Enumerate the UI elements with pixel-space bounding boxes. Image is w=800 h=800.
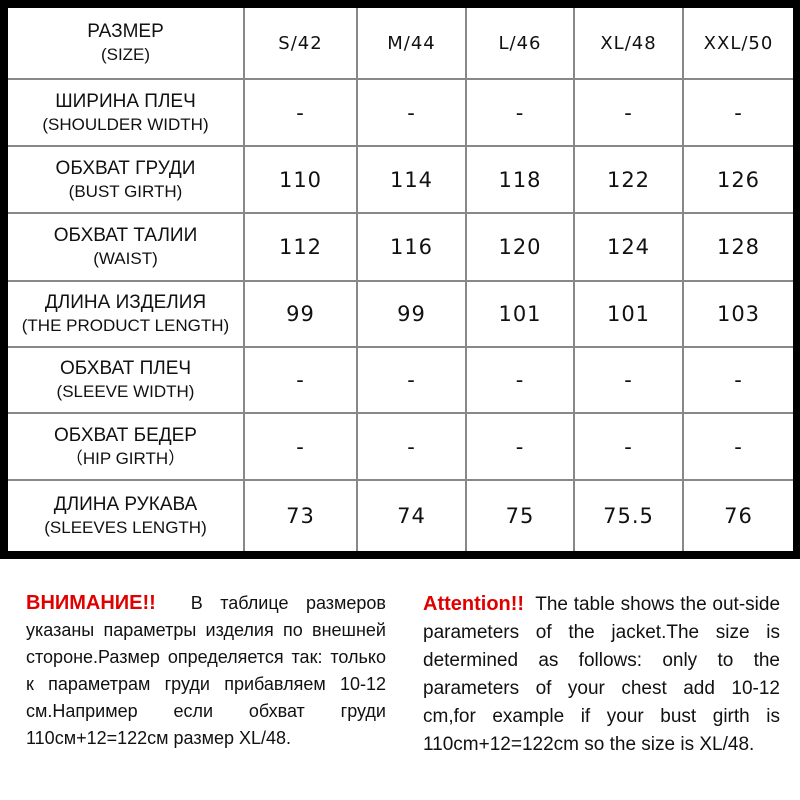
cell-value: 74: [356, 479, 467, 551]
attention-label-ru: ВНИМАНИЕ!!: [26, 592, 156, 614]
row-label: ОБХВАТ ПЛЕЧ (SLEEVE WIDTH): [8, 346, 245, 414]
cell-value: XXL/50: [682, 8, 793, 80]
cell-value: -: [465, 412, 575, 481]
table-row: ШИРИНА ПЛЕЧ (SHOULDER WIDTH) - - - - -: [8, 78, 793, 147]
cell-value: 118: [465, 145, 575, 214]
table-row: ДЛИНА ИЗДЕЛИЯ (THE PRODUCT LENGTH) 99 99 101…: [8, 280, 793, 348]
cell-value: -: [356, 346, 467, 414]
label-en: (SLEEVES LENGTH): [44, 518, 207, 537]
label-en: (BUST GIRTH): [68, 181, 183, 201]
header-row: РАЗМЕР (SIZE) S/42 M/44 L/46 XL/48 XXL/50: [8, 8, 793, 80]
cell-value: 120: [465, 212, 575, 282]
cell-value: 73: [243, 479, 358, 551]
row-label: РАЗМЕР (SIZE): [8, 8, 245, 80]
label-ru: ОБХВАТ ТАЛИИ: [53, 225, 198, 246]
size-chart-frame: РАЗМЕР (SIZE) S/42 M/44 L/46 XL/48 XXL/50 ШИРИН…: [0, 0, 800, 559]
cell-value: -: [682, 346, 793, 414]
cell-value: 126: [682, 145, 793, 214]
cell-value: 76: [682, 479, 793, 551]
cell-value: 128: [682, 212, 793, 282]
cell-value: -: [682, 412, 793, 481]
cell-value: -: [243, 346, 358, 414]
cell-value: 110: [243, 145, 358, 214]
cell-value: -: [243, 412, 358, 481]
note-english: Attention!! The table shows the out-side…: [423, 590, 780, 759]
cell-value: -: [465, 78, 575, 147]
label-ru: ДЛИНА РУКАВА: [53, 494, 198, 515]
cell-value: 101: [573, 280, 684, 348]
cell-value: 101: [465, 280, 575, 348]
table-row: ОБХВАТ ГРУДИ (BUST GIRTH) 110 114 118 122 126: [8, 145, 793, 214]
cell-value: 116: [356, 212, 467, 282]
table-row: ОБХВАТ ПЛЕЧ (SLEEVE WIDTH) - - - - -: [8, 346, 793, 414]
cell-value: M/44: [356, 8, 467, 80]
size-table: РАЗМЕР (SIZE) S/42 M/44 L/46 XL/48 XXL/50 ШИРИН…: [8, 8, 793, 551]
label-ru: ШИРИНА ПЛЕЧ: [55, 90, 196, 112]
row-label: ДЛИНА РУКАВА (SLEEVES LENGTH): [8, 479, 245, 551]
note-text-ru: В таблице размеров указаны параметры изд…: [26, 593, 386, 748]
label-en: （HIP GIRTH）: [65, 448, 186, 468]
cell-value: -: [573, 78, 684, 147]
table-row: ОБХВАТ ТАЛИИ (WAIST) 112 116 120 124 128: [8, 212, 793, 282]
cell-value: -: [573, 346, 684, 414]
cell-value: S/42: [243, 8, 358, 80]
label-ru: ОБХВАТ БЕДЕР: [54, 424, 197, 446]
cell-value: L/46: [465, 8, 575, 80]
label-en: (THE PRODUCT LENGTH): [21, 316, 230, 335]
cell-value: 75.5: [573, 479, 684, 551]
label-en: (WAIST): [93, 249, 158, 268]
cell-value: XL/48: [573, 8, 684, 80]
cell-value: 75: [465, 479, 575, 551]
cell-value: 124: [573, 212, 684, 282]
note-russian: ВНИМАНИЕ!! В таблице размеров указаны па…: [26, 590, 386, 752]
cell-value: -: [356, 78, 467, 147]
cell-value: -: [465, 346, 575, 414]
row-label: ОБХВАТ БЕДЕР （HIP GIRTH）: [8, 412, 245, 481]
note-text-en: The table shows the out-side parameters …: [423, 594, 781, 755]
table-row: ОБХВАТ БЕДЕР （HIP GIRTH） - - - - -: [8, 412, 793, 481]
row-label: ОБХВАТ ТАЛИИ (WAIST): [8, 212, 245, 282]
row-label: ОБХВАТ ГРУДИ (BUST GIRTH): [8, 145, 245, 214]
cell-value: -: [356, 412, 467, 481]
label-ru: ДЛИНА ИЗДЕЛИЯ: [44, 292, 207, 313]
table-row: ДЛИНА РУКАВА (SLEEVES LENGTH) 73 74 75 75.5 76: [8, 479, 793, 551]
row-label: ШИРИНА ПЛЕЧ (SHOULDER WIDTH): [8, 78, 245, 147]
label-ru: ОБХВАТ ГРУДИ: [55, 157, 196, 179]
cell-value: 122: [573, 145, 684, 214]
label-ru: РАЗМЕР: [87, 21, 164, 42]
label-en: (SIZE): [100, 45, 151, 64]
cell-value: -: [243, 78, 358, 147]
cell-value: 114: [356, 145, 467, 214]
label-en: (SHOULDER WIDTH): [42, 114, 209, 134]
cell-value: -: [682, 78, 793, 147]
label-ru: ОБХВАТ ПЛЕЧ: [59, 358, 192, 379]
cell-value: 99: [356, 280, 467, 348]
attention-label-en: Attention!!: [423, 593, 525, 615]
cell-value: 112: [243, 212, 358, 282]
cell-value: -: [573, 412, 684, 481]
cell-value: 99: [243, 280, 358, 348]
row-label: ДЛИНА ИЗДЕЛИЯ (THE PRODUCT LENGTH): [8, 280, 245, 348]
label-en: (SLEEVE WIDTH): [56, 382, 195, 401]
cell-value: 103: [682, 280, 793, 348]
